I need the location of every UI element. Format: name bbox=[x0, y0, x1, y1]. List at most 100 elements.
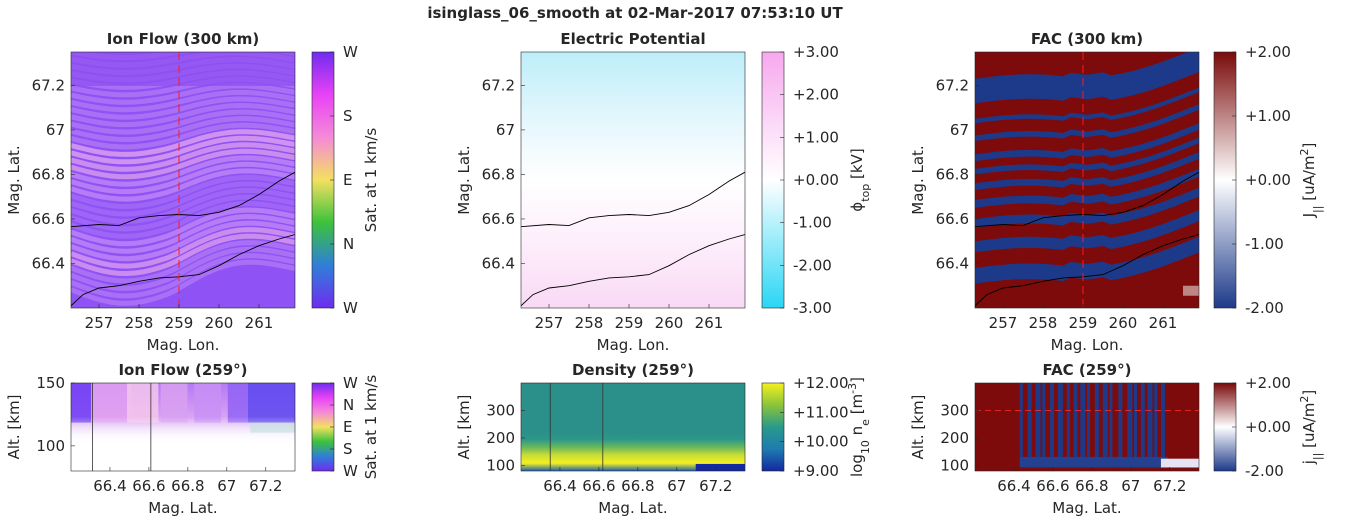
y-tick-label: 300 bbox=[940, 402, 969, 420]
colorbar-tick-label: W bbox=[343, 374, 358, 392]
panel-title: Density (259°) bbox=[572, 361, 694, 379]
x-tick-label: 261 bbox=[1149, 314, 1178, 332]
fac300-image bbox=[975, 52, 1199, 308]
colorbar: -2.00 +0.00 +2.00 j|| [uA/m2] bbox=[1213, 374, 1324, 480]
colorbar-tick-label: -2.00 bbox=[1245, 299, 1284, 317]
figure-title: isinglass_06_smooth at 02-Mar-2017 07:53… bbox=[427, 4, 843, 22]
fac259-image bbox=[975, 383, 1199, 471]
y-tick-label: 66.4 bbox=[32, 254, 65, 272]
x-axis-label: Mag. Lat. bbox=[1052, 499, 1121, 517]
x-tick-label: 261 bbox=[695, 314, 724, 332]
y-tick-label: 67.2 bbox=[936, 76, 969, 94]
y-axis-label: Alt. [km] bbox=[909, 395, 927, 460]
panel-ionflow300: 257 258 259 260 261 66.4 66.6 66.8 67 67.2 Ion Flo… bbox=[5, 30, 380, 354]
x-tick-label: 66.8 bbox=[171, 477, 204, 495]
colorbar-tick-label: -2.00 bbox=[1245, 462, 1284, 480]
y-axis-label: Mag. Lat. bbox=[5, 145, 23, 214]
colorbar-label: log10 ne [m-3] bbox=[846, 377, 872, 477]
panel-fac259: 66.4 66.6 66.8 67 67.2 100 200 300 FAC (259°) Mag… bbox=[909, 361, 1324, 517]
colorbar-tick-label: +12.00 bbox=[793, 374, 849, 392]
axes-frame bbox=[520, 51, 746, 309]
y-tick-label: 67.2 bbox=[32, 76, 65, 94]
y-axis-label: Alt. [km] bbox=[5, 395, 23, 460]
colorbar-tick-label: E bbox=[343, 171, 352, 189]
x-tick-label: 67 bbox=[1121, 477, 1140, 495]
x-tick-label: 261 bbox=[245, 314, 274, 332]
x-axis-label: Mag. Lat. bbox=[148, 499, 217, 517]
x-tick-label: 66.6 bbox=[1036, 477, 1069, 495]
y-axis-label: Mag. Lat. bbox=[909, 145, 927, 214]
x-tick-label: 67 bbox=[217, 477, 236, 495]
boundary-lower-line bbox=[521, 234, 745, 307]
y-tick-label: 200 bbox=[940, 429, 969, 447]
density259-image bbox=[521, 383, 745, 471]
x-axis-label: Mag. Lat. bbox=[598, 499, 667, 517]
x-tick-label: 66.6 bbox=[582, 477, 615, 495]
axes-frame bbox=[974, 51, 1200, 309]
x-tick-label: 66.4 bbox=[543, 477, 576, 495]
axes-frame bbox=[974, 382, 1200, 472]
x-axis-label: Mag. Lon. bbox=[147, 336, 220, 354]
x-tick-label: 257 bbox=[535, 314, 564, 332]
x-tick-label: 67.2 bbox=[699, 477, 732, 495]
x-tick-label: 260 bbox=[655, 314, 684, 332]
panel-title: Ion Flow (300 km) bbox=[107, 30, 259, 48]
x-axis-label: Mag. Lon. bbox=[597, 336, 670, 354]
x-tick-label: 259 bbox=[165, 314, 194, 332]
y-axis-label: Mag. Lat. bbox=[455, 145, 473, 214]
x-tick-label: 258 bbox=[575, 314, 604, 332]
y-tick-label: 66.6 bbox=[482, 210, 515, 228]
colorbar-tick-label: +2.00 bbox=[1245, 374, 1291, 392]
x-tick-label: 257 bbox=[989, 314, 1018, 332]
colorbar-label: Sat. at 1 km/s bbox=[362, 128, 380, 233]
colorbar-tick-label: +2.00 bbox=[793, 86, 839, 104]
colorbar-tick-label: +3.00 bbox=[793, 43, 839, 61]
panel-density259: 66.4 66.6 66.8 67 67.2 100 200 300 Density (259°… bbox=[455, 361, 872, 517]
colorbar-tick-label: +1.00 bbox=[793, 128, 839, 146]
x-tick-label: 66.4 bbox=[93, 477, 126, 495]
colorbar-tick-label: +11.00 bbox=[793, 403, 849, 421]
panel-fac300: 257 258 259 260 261 66.4 66.6 66.8 67 67.2 FAC (30… bbox=[909, 30, 1324, 354]
colorbar-tick-label: -1.00 bbox=[793, 214, 832, 232]
colorbar-tick-label: +0.00 bbox=[793, 171, 839, 189]
axes-frame bbox=[70, 382, 296, 472]
x-tick-label: 259 bbox=[1069, 314, 1098, 332]
colorbar-tick-label: +9.00 bbox=[793, 462, 839, 480]
y-tick-label: 66.6 bbox=[32, 210, 65, 228]
colorbar-tick-label: +1.00 bbox=[1245, 107, 1291, 125]
y-tick-label: 67 bbox=[950, 121, 969, 139]
boundary-upper-line bbox=[521, 171, 745, 228]
x-tick-label: 257 bbox=[85, 314, 114, 332]
colorbar-tick-label: +2.00 bbox=[1245, 43, 1291, 61]
y-tick-label: 67 bbox=[496, 121, 515, 139]
y-tick-label: 67 bbox=[46, 121, 65, 139]
colorbar-label: J|| [uA/m2] bbox=[1298, 143, 1324, 219]
colorbar-label: Sat. at 1 km/s bbox=[362, 375, 380, 480]
y-tick-label: 150 bbox=[36, 374, 65, 392]
y-axis-label: Alt. [km] bbox=[455, 395, 473, 460]
axes-frame bbox=[70, 51, 296, 309]
y-tick-label: 66.8 bbox=[32, 165, 65, 183]
colorbar-gradient bbox=[761, 382, 785, 472]
colorbar-tick-label: W bbox=[343, 43, 358, 61]
colorbar-tick-label: -2.00 bbox=[793, 256, 832, 274]
y-tick-label: 66.8 bbox=[936, 165, 969, 183]
x-tick-label: 67.2 bbox=[1153, 477, 1186, 495]
y-tick-label: 100 bbox=[486, 457, 515, 475]
colorbar-tick-label: -1.00 bbox=[1245, 235, 1284, 253]
boundary-upper-line bbox=[71, 171, 295, 228]
x-tick-label: 67.2 bbox=[249, 477, 282, 495]
colorbar-tick-label: +0.00 bbox=[1245, 171, 1291, 189]
panel-potential: 257 258 259 260 261 66.4 66.6 66.8 67 67.2 Electri… bbox=[455, 30, 872, 354]
colorbar-label: j|| [uA/m2] bbox=[1298, 390, 1324, 466]
colorbar-tick-label: E bbox=[343, 418, 352, 436]
y-tick-label: 66.4 bbox=[936, 254, 969, 272]
x-tick-label: 260 bbox=[1109, 314, 1138, 332]
colorbar-tick-label: +10.00 bbox=[793, 433, 849, 451]
colorbar-tick-label: S bbox=[343, 107, 353, 125]
x-tick-label: 259 bbox=[615, 314, 644, 332]
x-axis-label: Mag. Lon. bbox=[1051, 336, 1124, 354]
panel-title: Electric Potential bbox=[560, 30, 705, 48]
